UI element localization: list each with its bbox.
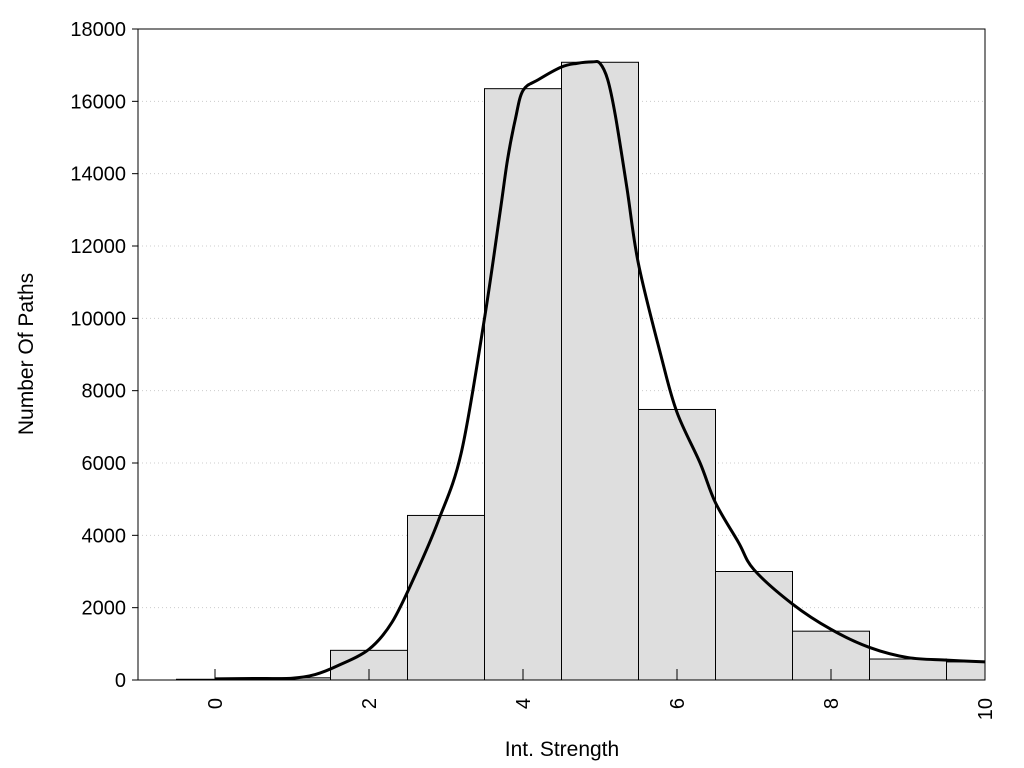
histogram-bar bbox=[715, 571, 793, 681]
y-axis-label: Number Of Paths bbox=[15, 273, 38, 435]
y-axis-ticks: 0 2000 4000 6000 8000 10000 12000 14000 16000 180… bbox=[70, 19, 138, 692]
histogram-bar bbox=[561, 61, 639, 681]
fitted-curve bbox=[214, 60, 986, 681]
x-axis-label: Int. Strength bbox=[505, 738, 619, 761]
y-tick-label: 10000 bbox=[70, 308, 126, 330]
histogram-bar bbox=[407, 514, 485, 681]
x-tick-label: 2 bbox=[359, 698, 381, 709]
histogram-bar bbox=[946, 661, 986, 681]
plot-frame bbox=[137, 28, 986, 681]
y-tick-label: 16000 bbox=[70, 91, 126, 113]
histogram-bars bbox=[176, 61, 986, 681]
histogram-bar bbox=[484, 88, 562, 681]
x-tick-label: 6 bbox=[667, 698, 689, 709]
histogram-bar bbox=[869, 658, 947, 681]
y-tick-label: 14000 bbox=[70, 164, 126, 186]
y-tick-label: 0 bbox=[115, 670, 126, 692]
y-tick-label: 12000 bbox=[70, 236, 126, 258]
histogram-bar bbox=[638, 408, 716, 681]
x-tick-label: 8 bbox=[821, 698, 843, 709]
y-tick-label: 18000 bbox=[70, 19, 126, 41]
y-tick-label: 6000 bbox=[82, 453, 127, 475]
y-tick-label: 4000 bbox=[82, 525, 127, 547]
y-tick-label: 2000 bbox=[82, 598, 127, 620]
y-tick-label: 8000 bbox=[82, 381, 127, 403]
x-tick-label: 0 bbox=[205, 698, 227, 709]
x-axis-ticks: 0 2 4 6 8 10 bbox=[205, 669, 997, 720]
x-tick-label: 10 bbox=[975, 698, 997, 720]
x-tick-label: 4 bbox=[513, 698, 535, 709]
